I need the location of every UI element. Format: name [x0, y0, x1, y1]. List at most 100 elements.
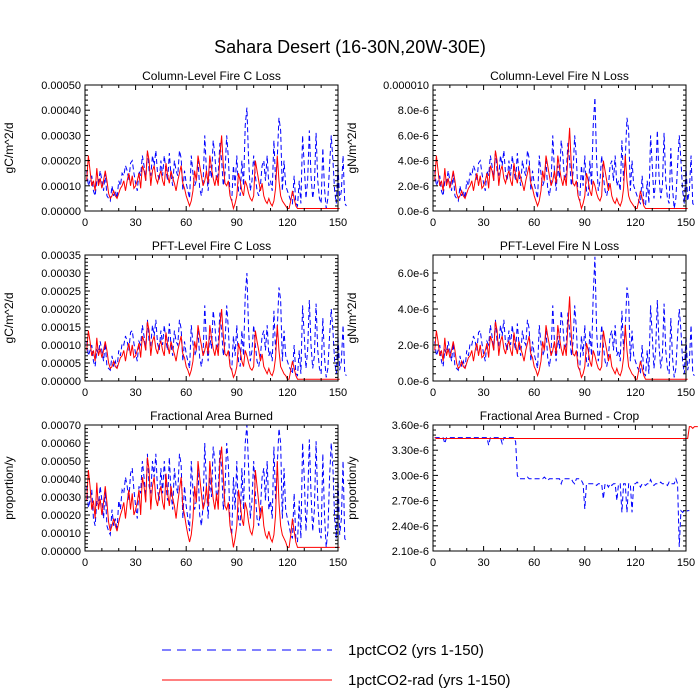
x-tick-label: 150	[329, 557, 347, 569]
x-tick-label: 90	[231, 217, 243, 229]
y-tick-label: 0.000010	[383, 80, 429, 92]
plot-frame	[84, 254, 339, 382]
y-tick-label: 2.10e-6	[392, 546, 429, 558]
x-tick-label: 150	[677, 557, 695, 569]
x-tick-label: 90	[231, 557, 243, 569]
x-tick-label: 150	[329, 387, 347, 399]
panel-title: PFT-Level Fire C Loss	[152, 239, 271, 253]
x-tick-label: 0	[82, 387, 88, 399]
y-tick-label: 0.00010	[41, 528, 81, 540]
y-tick-label: 4.0e-6	[398, 304, 429, 316]
series-line-1pctco2-rad-yrs-1-150	[434, 127, 688, 211]
x-tick-label: 60	[528, 217, 540, 229]
y-tick-label: 0.00000	[41, 206, 81, 218]
plot-frame	[84, 424, 339, 552]
x-tick-label: 30	[129, 387, 141, 399]
y-tick-label: 0.00020	[41, 510, 81, 522]
x-tick-label: 120	[626, 217, 644, 229]
chart-panel-column-level-fire-c-loss: 0 30 60 90 120 150 0.00000 0.00010 0.00020 0.0003…	[2, 69, 347, 229]
series-line-1pctco2-yrs-1-150	[86, 272, 347, 378]
figure-title: Sahara Desert (16-30N,20W-30E)	[214, 37, 486, 57]
y-tick-label: 2.70e-6	[392, 496, 429, 508]
series-line-1pctco2-yrs-1-150	[86, 107, 347, 209]
x-tick-label: 60	[180, 387, 192, 399]
y-tick-label: 0.0e-6	[398, 376, 429, 388]
series-line-1pctco2-rad-yrs-1-150	[86, 446, 340, 548]
y-axis-label: gN/m^2/d	[345, 293, 359, 344]
panel-title: Column-Level Fire C Loss	[142, 69, 281, 83]
x-tick-label: 0	[82, 217, 88, 229]
series-line-1pctco2-rad-yrs-1-150	[434, 296, 688, 380]
series-line-1pctco2-rad-yrs-1-150	[434, 426, 698, 439]
y-tick-label: 4.0e-6	[398, 156, 429, 168]
plot-frame	[84, 84, 339, 212]
x-tick-label: 120	[278, 217, 296, 229]
y-axis-label: gN/m^2/d	[345, 123, 359, 174]
chart-panel-fractional-area-burned: 0 30 60 90 120 150 0.00000 0.00010 0.00020 0.0003…	[2, 409, 347, 569]
x-tick-label: 30	[477, 557, 489, 569]
y-tick-label: 0.00020	[41, 304, 81, 316]
x-tick-label: 30	[129, 217, 141, 229]
y-tick-label: 0.00030	[41, 268, 81, 280]
y-tick-label: 0.0e-6	[398, 206, 429, 218]
plot-frame	[432, 424, 687, 552]
legend: 1pctCO2 (yrs 1-150) 1pctCO2-rad (yrs 1-1…	[162, 642, 511, 689]
x-tick-label: 60	[180, 557, 192, 569]
x-tick-label: 90	[579, 557, 591, 569]
x-tick-label: 120	[278, 387, 296, 399]
chart-panel-fractional-area-burned-crop: 0 30 60 90 120 150 2.10e-6 2.40e-6 2.70e-6 3.00e-…	[345, 409, 698, 569]
plot-frame	[432, 254, 687, 382]
x-tick-label: 0	[430, 557, 436, 569]
y-tick-label: 6.0e-6	[398, 130, 429, 142]
plot-frame	[432, 84, 687, 212]
y-tick-label: 0.00070	[41, 420, 81, 432]
panel-title: PFT-Level Fire N Loss	[500, 239, 619, 253]
x-tick-label: 60	[528, 557, 540, 569]
chart-panel-pft-level-fire-n-loss: 0 30 60 90 120 150 0.0e-6 2.0e-6 4.0e-6 6.0e-6 PFT…	[345, 239, 695, 399]
series-line-1pctco2-yrs-1-150	[434, 256, 695, 378]
x-tick-label: 150	[677, 387, 695, 399]
y-tick-label: 2.0e-6	[398, 181, 429, 193]
y-tick-label: 3.60e-6	[392, 420, 429, 432]
x-tick-label: 30	[129, 557, 141, 569]
legend-label-1pctco2: 1pctCO2 (yrs 1-150)	[348, 642, 484, 659]
chart-panel-column-level-fire-n-loss: 0 30 60 90 120 150 0.0e-6 2.0e-6 4.0e-6 6.0e-6 8.0…	[345, 69, 695, 229]
y-tick-label: 0.00040	[41, 105, 81, 117]
x-tick-label: 0	[430, 217, 436, 229]
y-tick-label: 0.00050	[41, 80, 81, 92]
y-tick-label: 3.00e-6	[392, 470, 429, 482]
y-tick-label: 0.00000	[41, 376, 81, 388]
y-tick-label: 0.00025	[41, 286, 81, 298]
panel-title: Fractional Area Burned - Crop	[480, 409, 640, 423]
y-axis-label: gC/m^2/d	[2, 293, 16, 344]
y-tick-label: 0.00060	[41, 438, 81, 450]
y-tick-label: 0.00030	[41, 492, 81, 504]
y-tick-label: 0.00040	[41, 474, 81, 486]
y-axis-label: gC/m^2/d	[2, 123, 16, 174]
y-tick-label: 0.00000	[41, 546, 81, 558]
x-tick-label: 90	[579, 387, 591, 399]
x-tick-label: 90	[231, 387, 243, 399]
x-tick-label: 60	[528, 387, 540, 399]
y-tick-label: 0.00030	[41, 130, 81, 142]
y-tick-label: 2.0e-6	[398, 340, 429, 352]
y-tick-label: 0.00010	[41, 340, 81, 352]
series-line-1pctco2-rad-yrs-1-150	[86, 135, 340, 211]
series-line-1pctco2-yrs-1-150	[434, 437, 690, 547]
series-line-1pctco2-yrs-1-150	[86, 424, 347, 548]
x-tick-label: 0	[430, 387, 436, 399]
x-tick-label: 150	[677, 217, 695, 229]
x-tick-label: 0	[82, 557, 88, 569]
x-tick-label: 30	[477, 217, 489, 229]
x-tick-label: 90	[579, 217, 591, 229]
x-tick-label: 150	[329, 217, 347, 229]
y-tick-label: 2.40e-6	[392, 521, 429, 533]
panel-title: Fractional Area Burned	[150, 409, 273, 423]
y-tick-label: 0.00035	[41, 250, 81, 262]
y-tick-label: 8.0e-6	[398, 105, 429, 117]
y-tick-label: 0.00005	[41, 358, 81, 370]
x-tick-label: 30	[477, 387, 489, 399]
x-tick-label: 60	[180, 217, 192, 229]
y-tick-label: 0.00010	[41, 181, 81, 193]
